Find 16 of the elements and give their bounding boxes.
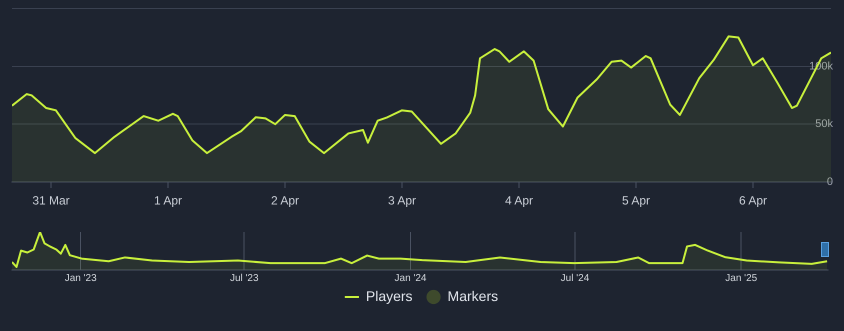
x-tick-label: 5 Apr	[622, 194, 650, 208]
x-tick-label: Jan '23	[64, 272, 98, 284]
x-tick-label: 1 Apr	[154, 194, 182, 208]
y-tick-label: 0	[826, 176, 833, 188]
x-tick-label: 4 Apr	[504, 194, 534, 208]
legend-label: Players	[366, 288, 413, 304]
x-tick-label: 3 Apr	[388, 194, 416, 208]
x-tick-label: 31 Mar	[32, 194, 70, 208]
legend-label: Markers	[448, 288, 498, 304]
x-tick-label: Jan '24	[394, 272, 427, 284]
x-tick-label: Jul '23	[230, 272, 259, 284]
y-tick-label: 50k	[815, 118, 834, 130]
x-tick-label: 6 Apr	[738, 194, 768, 208]
x-tick-label: Jul '24	[560, 272, 590, 284]
x-tick-label: 2 Apr	[270, 194, 300, 208]
x-tick-label: Jan '25	[725, 272, 758, 284]
